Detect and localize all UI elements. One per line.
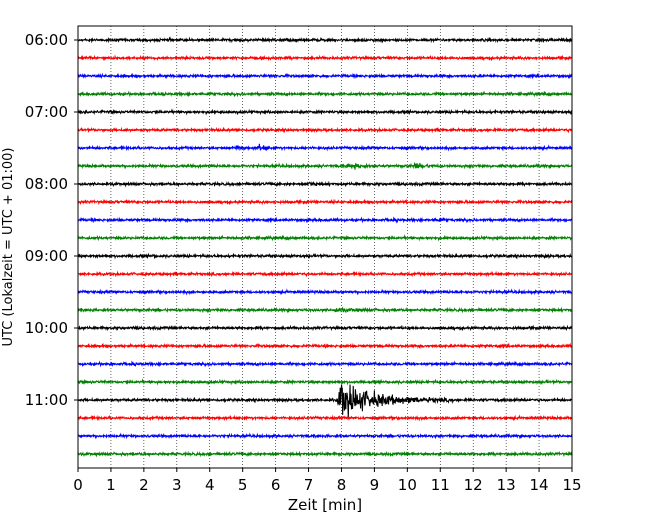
y-tick-label: 07:00 <box>25 103 68 121</box>
seismogram-trace <box>77 36 573 44</box>
seismogram-trace <box>77 126 573 134</box>
x-tick-label: 0 <box>73 476 83 494</box>
x-tick-label: 1 <box>106 476 116 494</box>
x-tick-label: 13 <box>497 476 516 494</box>
seismogram-trace <box>77 360 573 368</box>
seismogram-trace <box>77 216 573 224</box>
seismogram-trace <box>77 414 573 422</box>
seismogram-trace <box>77 72 573 80</box>
seismogram-trace <box>77 143 573 152</box>
seismogram-trace <box>77 384 573 418</box>
seismogram-trace <box>77 306 573 314</box>
x-tick-label: 6 <box>271 476 281 494</box>
seismogram-trace <box>77 198 573 206</box>
x-tick-label: 8 <box>337 476 347 494</box>
y-tick-label: 08:00 <box>25 175 68 193</box>
y-tick-label: 06:00 <box>25 31 68 49</box>
seismogram-trace <box>77 234 573 242</box>
seismogram-trace <box>77 378 573 386</box>
seismogram-trace <box>77 180 573 188</box>
y-tick-label: 09:00 <box>25 247 68 265</box>
y-tick-label: 11:00 <box>25 391 68 409</box>
y-axis-ticks: 06:00 07:00 08:00 09:00 10:00 11:00 <box>25 31 78 409</box>
seismogram-trace <box>77 252 573 260</box>
seismogram-trace <box>77 342 573 350</box>
x-tick-label: 11 <box>431 476 450 494</box>
y-tick-label: 10:00 <box>25 319 68 337</box>
x-tick-label: 9 <box>370 476 380 494</box>
x-tick-label: 5 <box>238 476 248 494</box>
trace-group <box>77 36 573 458</box>
seismogram-trace <box>77 270 573 278</box>
seismogram-trace <box>77 54 573 62</box>
x-axis-label: Zeit [min] <box>288 496 362 514</box>
x-tick-label: 15 <box>562 476 581 494</box>
seismogram-trace <box>77 432 573 440</box>
plot-frame <box>77 25 573 469</box>
seismogram-trace <box>77 288 573 296</box>
x-tick-label: 4 <box>205 476 215 494</box>
x-tick-label: 12 <box>464 476 483 494</box>
seismogram-trace <box>77 161 573 170</box>
x-tick-label: 7 <box>304 476 314 494</box>
seismogram-trace <box>77 324 573 332</box>
x-tick-label: 2 <box>139 476 149 494</box>
x-tick-label: 14 <box>530 476 549 494</box>
y-axis-label: UTC (Lokalzeit = UTC + 01:00) <box>1 148 16 347</box>
x-tick-label: 10 <box>398 476 417 494</box>
seismogram-trace <box>77 108 573 116</box>
x-axis-ticks: 0 1 2 3 4 5 6 7 8 9 10 11 12 13 14 15 <box>73 468 582 494</box>
x-tick-label: 3 <box>172 476 182 494</box>
seismogram-trace <box>77 450 573 458</box>
seismogram-trace <box>77 90 573 98</box>
